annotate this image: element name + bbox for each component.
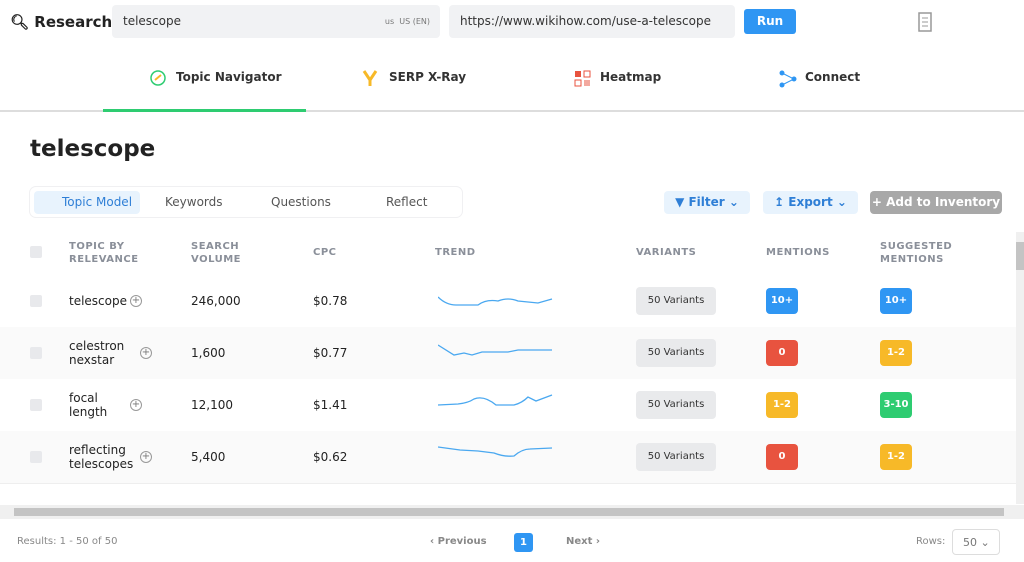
subtab[interactable]: Topic Model — [62, 195, 133, 209]
nav-tab[interactable]: Topic Navigator — [176, 70, 282, 84]
next-button[interactable]: Next › — [566, 536, 600, 547]
cpc: $1.41 — [313, 398, 348, 412]
variants-button[interactable]: 50 Variants — [636, 443, 716, 471]
topic-text: reflecting telescopes — [69, 443, 134, 471]
rows-select[interactable]: 50 ⌄ — [952, 529, 1000, 555]
add-topic[interactable]: + — [140, 347, 152, 359]
url-input[interactable]: https://www.wikihow.com/use-a-telescope — [449, 5, 735, 38]
filter-button[interactable]: ▼ Filter ⌄ — [664, 191, 750, 214]
topic-text: celestron nexstar — [69, 339, 125, 367]
tab-icon — [574, 70, 591, 87]
v-scrollbar[interactable] — [1016, 232, 1024, 504]
add-topic[interactable]: + — [140, 451, 152, 463]
search-volume: 1,600 — [191, 346, 226, 360]
row-checkbox[interactable] — [30, 451, 42, 463]
column-header[interactable]: CPC — [313, 247, 337, 258]
cpc: $0.62 — [313, 450, 348, 464]
column-header[interactable]: SEARCH VOLUME — [191, 241, 241, 265]
topic: celestron nexstar — [69, 337, 129, 369]
brand: 🔍︎ Research — [10, 13, 113, 31]
trend-sparkline — [438, 446, 553, 457]
previous-label: Previous — [437, 536, 487, 547]
h-scrollbar[interactable] — [0, 505, 1024, 519]
suggested-badge: 1-2 — [880, 340, 912, 366]
query: telescope — [123, 14, 181, 28]
topic-text: focal length — [69, 391, 108, 419]
brand-text: Research — [34, 13, 113, 31]
results-count: Results: 1 - 50 of 50 — [17, 536, 118, 547]
suggested-badge: 3-10 — [880, 392, 912, 418]
cpc: $0.78 — [313, 294, 348, 308]
row-checkbox[interactable] — [30, 347, 42, 359]
previous-button[interactable]: ‹ Previous — [430, 536, 487, 547]
add-topic[interactable]: + — [130, 399, 142, 411]
mentions-badge: 1-2 — [766, 392, 798, 418]
row-checkbox[interactable] — [30, 295, 42, 307]
row[interactable] — [0, 327, 1016, 380]
suggested-badge: 1-2 — [880, 444, 912, 470]
search-volume: 246,000 — [191, 294, 241, 308]
trend-sparkline — [438, 296, 553, 306]
tab-icon — [150, 70, 166, 86]
row[interactable] — [0, 431, 1016, 484]
add-label: Add to Inventory — [886, 195, 1001, 209]
export-button[interactable]: ↥ Export ⌄ — [763, 191, 858, 214]
nav-tab[interactable]: Heatmap — [600, 70, 662, 84]
tab-divider — [0, 110, 1024, 112]
mentions-badge: 0 — [766, 340, 798, 366]
variants-button[interactable]: 50 Variants — [636, 339, 716, 367]
topic: focal length — [69, 389, 129, 421]
column-header[interactable]: SUGGESTED MENTIONS — [880, 241, 953, 265]
rows-label: Rows: — [916, 536, 946, 547]
row[interactable] — [0, 275, 1016, 328]
column-header[interactable]: MENTIONS — [766, 247, 830, 258]
mentions-badge: 0 — [766, 444, 798, 470]
add-topic[interactable]: + — [130, 295, 142, 307]
column-header[interactable]: TREND — [435, 247, 476, 258]
subtab[interactable]: Keywords — [165, 195, 223, 209]
topic: telescope — [69, 285, 129, 317]
select-all[interactable] — [30, 246, 42, 258]
nav-tab[interactable]: SERP X-Ray — [389, 70, 467, 84]
next-label: Next — [566, 536, 593, 547]
search-volume: 5,400 — [191, 450, 226, 464]
trend-sparkline — [438, 344, 552, 356]
search-volume: 12,100 — [191, 398, 233, 412]
tab-icon — [779, 70, 797, 88]
column-header[interactable]: VARIANTS — [636, 247, 697, 258]
cpc: $0.77 — [313, 346, 348, 360]
rows-value: 50 — [963, 536, 977, 549]
suggested-badge: 10+ — [880, 288, 912, 314]
locale-code: us — [384, 17, 395, 26]
page-button[interactable]: 1 — [514, 533, 533, 552]
column-header[interactable]: TOPIC BY RELEVANCE — [69, 241, 139, 265]
tab-icon — [362, 70, 378, 86]
variants-button[interactable]: 50 Variants — [636, 287, 716, 315]
subtab[interactable]: Reflect — [386, 195, 428, 209]
query-input[interactable]: telescope us US (EN) — [112, 5, 440, 38]
variants-button[interactable]: 50 Variants — [636, 391, 716, 419]
topic: reflecting telescopes — [69, 441, 133, 473]
subtab[interactable]: Questions — [271, 195, 331, 209]
add-inventory-button[interactable]: + Add to Inventory — [870, 191, 1002, 214]
doc-icon[interactable] — [918, 12, 932, 32]
run-button[interactable]: Run — [744, 9, 796, 34]
trend-sparkline — [438, 394, 553, 406]
filter-label: Filter — [688, 195, 725, 209]
topic-text: telescope — [69, 294, 127, 308]
active-subtab — [34, 191, 140, 214]
locale: US (EN) — [399, 17, 430, 26]
nav-tab[interactable]: Connect — [805, 70, 861, 84]
active-tab-indicator — [103, 109, 306, 112]
page-title: telescope — [30, 136, 156, 162]
mentions-badge: 10+ — [766, 288, 798, 314]
export-label: Export — [788, 195, 833, 209]
row-checkbox[interactable] — [30, 399, 42, 411]
